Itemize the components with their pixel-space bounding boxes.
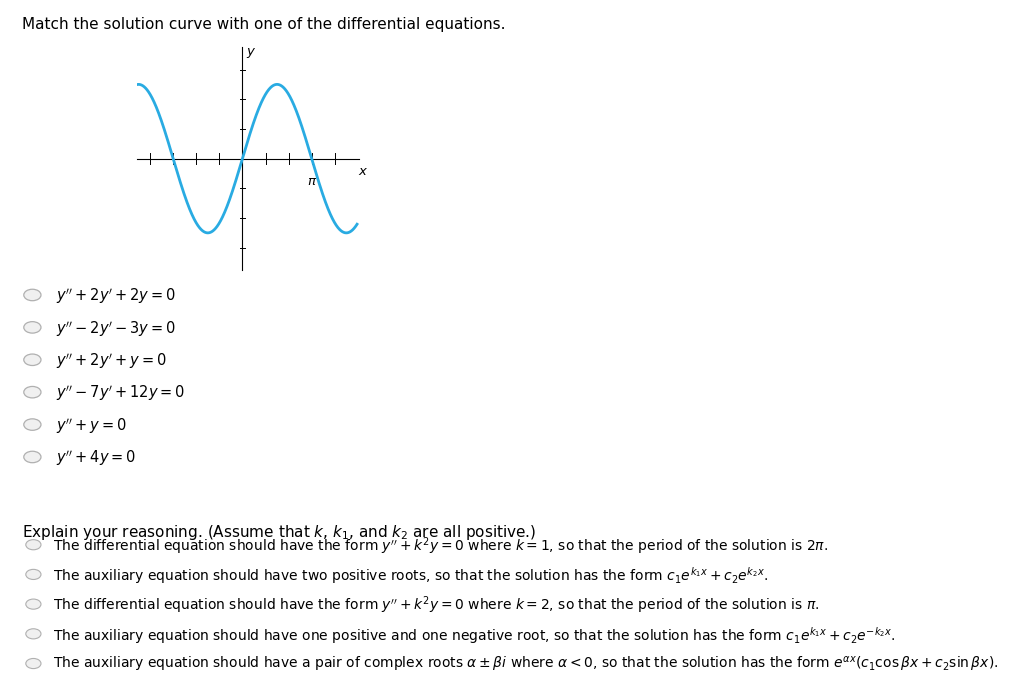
Text: The auxiliary equation should have a pair of complex roots $\alpha \pm \beta i$ : The auxiliary equation should have a pai… [53,655,997,674]
Text: The differential equation should have the form $y'' + k^2y = 0$ where $k = 2$, s: The differential equation should have th… [53,595,818,616]
Text: $y'' - 7y' + 12y = 0$: $y'' - 7y' + 12y = 0$ [56,383,185,404]
Text: $y'' + 2y' + 2y = 0$: $y'' + 2y' + 2y = 0$ [56,286,176,306]
Text: $y$: $y$ [246,46,257,60]
Text: $\pi$: $\pi$ [306,175,316,188]
Text: The differential equation should have the form $y'' + k^2y = 0$ where $k = 1$, s: The differential equation should have th… [53,535,827,557]
Text: $y'' - 2y' - 3y = 0$: $y'' - 2y' - 3y = 0$ [56,319,176,339]
Text: Explain your reasoning. (Assume that $k$, $k_1$, and $k_2$ are all positive.): Explain your reasoning. (Assume that $k$… [22,523,536,542]
Text: $y'' + 2y' + y = 0$: $y'' + 2y' + y = 0$ [56,351,166,371]
Text: $y'' + y = 0$: $y'' + y = 0$ [56,416,126,436]
Text: $y'' + 4y = 0$: $y'' + 4y = 0$ [56,448,135,468]
Text: Match the solution curve with one of the differential equations.: Match the solution curve with one of the… [22,17,506,32]
Text: The auxiliary equation should have two positive roots, so that the solution has : The auxiliary equation should have two p… [53,566,767,586]
Text: The auxiliary equation should have one positive and one negative root, so that t: The auxiliary equation should have one p… [53,625,894,645]
Text: $x$: $x$ [358,165,368,178]
